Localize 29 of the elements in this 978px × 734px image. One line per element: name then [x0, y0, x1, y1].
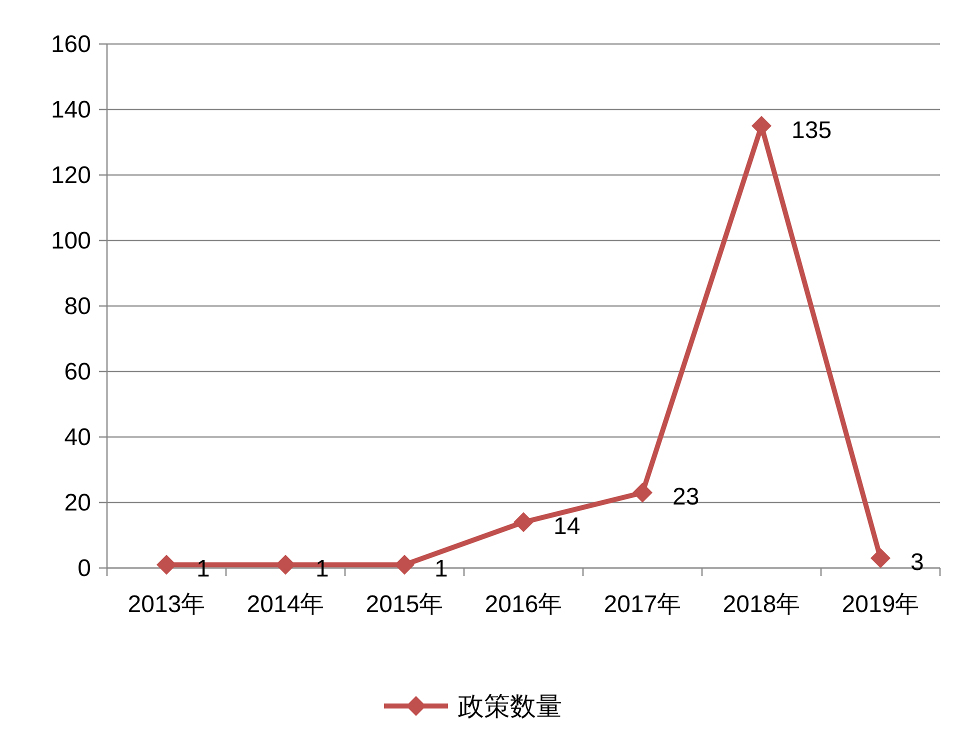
- data-label: 14: [554, 513, 580, 540]
- x-tick-label: 2019年: [842, 591, 920, 618]
- x-tick-label: 2014年: [246, 591, 324, 618]
- point: [632, 482, 652, 503]
- x-tick-label: 2018年: [722, 591, 800, 618]
- data-label: 135: [792, 116, 832, 144]
- x-tick-label: 2016年: [484, 591, 562, 618]
- y-tick-label: 40: [64, 424, 91, 451]
- x-tick-label: 2017年: [604, 591, 682, 618]
- legend-label: 政策数量: [458, 691, 562, 721]
- y-tick-label: 60: [64, 358, 91, 386]
- y-tick-label: 80: [64, 293, 91, 320]
- point: [394, 554, 414, 575]
- y-tick-label: 160: [50, 31, 91, 58]
- data-label: 23: [672, 484, 700, 511]
- point: [156, 554, 176, 575]
- point: [752, 116, 772, 136]
- data-label: 1: [434, 556, 448, 583]
- y-tick-label: 20: [64, 490, 91, 516]
- y-tick-label: 100: [50, 228, 91, 254]
- point: [276, 554, 296, 575]
- x-tick-label: 2015年: [366, 591, 444, 618]
- y-tick-label: 0: [78, 555, 91, 582]
- y-tick-label: 120: [50, 162, 91, 189]
- x-tick-label: 2013年: [128, 591, 206, 618]
- point: [514, 512, 534, 532]
- y-tick-label: 140: [50, 96, 91, 124]
- point: [870, 548, 890, 568]
- data-label: 3: [910, 549, 924, 576]
